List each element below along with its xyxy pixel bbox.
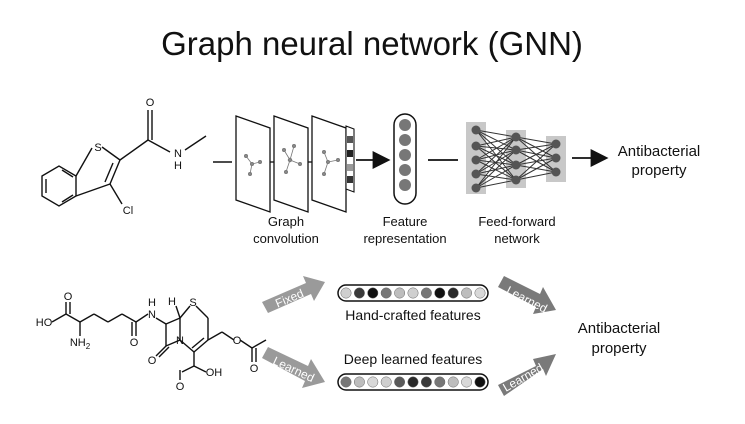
- feature-representation-vector: [393, 113, 417, 205]
- label-ffn-line1: Feed-forward: [478, 214, 555, 229]
- hand-crafted-feature-dot: [340, 287, 352, 299]
- hand-crafted-feature-bar: [337, 284, 489, 302]
- deep-learned-feature-dot: [367, 376, 379, 388]
- atom-o: O: [146, 97, 155, 109]
- atom-oh: OH: [206, 367, 223, 379]
- learned-arrow-bottom-right: Learned: [498, 354, 556, 396]
- atom-h-top: H: [148, 297, 156, 309]
- bottom-molecule: HO O NH2 O H N H S N O O OH O O: [36, 291, 267, 393]
- bottom-output-line1: Antibacterial: [578, 320, 661, 337]
- atom-n-ring: N: [176, 335, 184, 347]
- learned-label-bottom-right: Learned: [500, 360, 545, 394]
- deep-learned-feature-dot: [340, 376, 352, 388]
- label-feature-line2: representation: [363, 231, 446, 246]
- deep-learned-feature-bar: [337, 373, 489, 391]
- deep-learned-feature-dot: [434, 376, 446, 388]
- deep-learned-feature-dot: [353, 376, 365, 388]
- top-molecule: S O N H Cl: [41, 97, 207, 217]
- atom-s: S: [189, 297, 196, 309]
- label-graph-convolution-line2: convolution: [253, 231, 319, 246]
- hand-crafted-feature-dot: [461, 287, 473, 299]
- atom-h: H: [174, 160, 182, 172]
- hand-crafted-feature-dot: [380, 287, 392, 299]
- label-graph-convolution-line1: Graph: [268, 214, 304, 229]
- deep-learned-label: Deep learned features: [344, 351, 483, 367]
- hand-crafted-feature-dot: [434, 287, 446, 299]
- deep-learned-feature-dot: [474, 376, 486, 388]
- deep-learned-feature-dot: [380, 376, 392, 388]
- learned-arrow-left: Learned: [262, 347, 325, 388]
- hand-crafted-feature-dot: [420, 287, 432, 299]
- hand-crafted-label: Hand-crafted features: [345, 307, 480, 323]
- atom-s: S: [94, 142, 101, 154]
- atom-ho: HO: [36, 317, 53, 329]
- label-ffn-line2: network: [494, 231, 540, 246]
- hand-crafted-feature-dot: [353, 287, 365, 299]
- deep-learned-feature-dot: [447, 376, 459, 388]
- atom-o-carbonyl: O: [250, 363, 259, 375]
- atom-h-ring: H: [168, 296, 176, 308]
- hand-crafted-feature-dot: [367, 287, 379, 299]
- fixed-label: Fixed: [273, 286, 305, 310]
- hand-crafted-feature-dot: [474, 287, 486, 299]
- fixed-arrow: Fixed: [262, 276, 325, 313]
- atom-o-lactam: O: [148, 355, 157, 367]
- atom-o-2: O: [130, 337, 139, 349]
- label-feature-line1: Feature: [383, 214, 428, 229]
- atom-o-acid: O: [176, 381, 185, 393]
- diagram-title: Graph neural network (GNN): [161, 25, 583, 62]
- feed-forward-network: [466, 122, 566, 194]
- atom-cl: Cl: [123, 205, 133, 217]
- deep-learned-feature-dot: [461, 376, 473, 388]
- learned-label-left: Learned: [271, 354, 317, 385]
- bottom-output-line2: property: [591, 340, 647, 357]
- atom-n-amide: N: [148, 309, 156, 321]
- learned-arrow-top-right: Learned: [498, 276, 556, 316]
- hand-crafted-feature-dot: [394, 287, 406, 299]
- hand-crafted-feature-dot: [447, 287, 459, 299]
- deep-learned-feature-dot: [407, 376, 419, 388]
- graph-convolution-panels: [235, 115, 355, 213]
- atom-n: N: [174, 148, 182, 160]
- atom-o-ester: O: [233, 335, 242, 347]
- deep-learned-feature-dot: [394, 376, 406, 388]
- hand-crafted-feature-dot: [407, 287, 419, 299]
- top-output-line2: property: [631, 162, 687, 179]
- top-output-line1: Antibacterial: [618, 143, 701, 160]
- atom-nh2: NH2: [70, 337, 91, 351]
- atom-o-1: O: [64, 291, 73, 303]
- deep-learned-feature-dot: [420, 376, 432, 388]
